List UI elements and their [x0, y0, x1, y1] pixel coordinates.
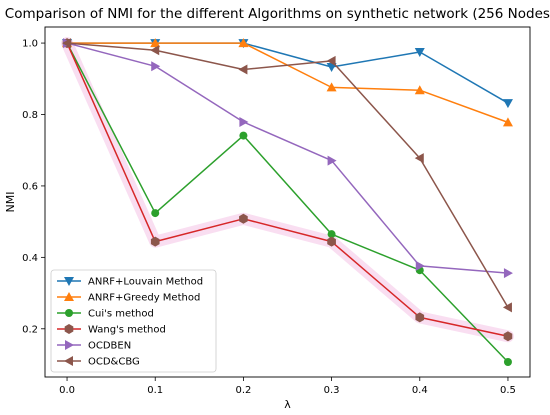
x-axis: 0.0 0.1 0.2 0.3 0.4 0.5 — [59, 377, 516, 396]
series-1 — [62, 38, 513, 127]
legend-marker — [64, 356, 73, 366]
legend-label: Cui's method — [88, 309, 154, 320]
series-line — [66, 42, 509, 363]
data-point — [326, 63, 337, 72]
series-3 — [62, 38, 513, 342]
legend-label: OCD&CBG — [88, 357, 140, 368]
y-tick-label: 0.4 — [22, 253, 38, 264]
data-point — [326, 55, 336, 66]
series-0 — [62, 39, 513, 109]
legend-label: ANRF+Louvain Method — [88, 277, 203, 288]
series-5 — [62, 38, 512, 313]
data-point — [327, 230, 336, 239]
data-point — [503, 268, 513, 279]
data-point — [151, 209, 160, 218]
data-point — [151, 61, 161, 72]
data-point — [239, 117, 249, 127]
y-axis-label: NMI — [4, 192, 17, 213]
y-tick-label: 0.6 — [22, 181, 38, 192]
data-point — [414, 153, 424, 164]
legend-marker — [65, 309, 73, 317]
data-point — [415, 260, 425, 271]
legend: ANRF+Louvain Method ANRF+Greedy Method Cui… — [50, 269, 217, 373]
legend-label: ANRF+Greedy Method — [88, 293, 200, 304]
y-axis: 0.2 0.4 0.6 0.8 1.0 — [22, 39, 45, 335]
data-point — [239, 131, 248, 140]
series-line — [67, 42, 509, 104]
series-line — [66, 42, 509, 338]
y-tick-label: 1.0 — [22, 39, 38, 50]
legend-item: Wang's method — [57, 324, 166, 336]
data-point — [502, 302, 512, 313]
legend-marker — [64, 324, 74, 334]
data-point — [150, 45, 160, 56]
x-tick-label: 0.4 — [412, 385, 428, 396]
data-point — [327, 236, 336, 247]
x-tick-label: 0.0 — [59, 385, 75, 396]
y-tick-label: 0.8 — [22, 110, 38, 121]
series-line — [66, 42, 509, 274]
x-tick-label: 0.5 — [500, 385, 516, 396]
plot-frame — [44, 26, 531, 378]
series-4 — [63, 38, 513, 279]
data-point — [503, 331, 513, 342]
legend-item: Cui's method — [57, 309, 154, 320]
x-tick-label: 0.3 — [324, 385, 340, 396]
legend-item: OCD&CBG — [57, 356, 140, 368]
x-axis-label: λ — [284, 398, 291, 411]
data-point — [150, 38, 161, 48]
data-point — [238, 38, 249, 48]
data-point — [150, 236, 160, 247]
data-point — [414, 48, 425, 57]
x-tick-label: 0.2 — [235, 385, 251, 396]
data-point — [239, 213, 248, 224]
series-layer — [62, 38, 513, 366]
legend-label: OCDBEN — [88, 341, 131, 352]
data-point — [503, 358, 512, 366]
legend-marker — [65, 340, 74, 350]
data-point — [327, 155, 337, 166]
data-point — [238, 64, 248, 75]
legend-item: ANRF+Louvain Method — [57, 277, 203, 288]
data-point — [415, 312, 425, 323]
legend-item: ANRF+Greedy Method — [57, 292, 200, 304]
data-point — [62, 38, 72, 49]
data-point — [414, 85, 425, 95]
x-tick-label: 0.1 — [147, 385, 163, 396]
legend-label: Wang's method — [88, 325, 166, 336]
legend-item: OCDBEN — [57, 340, 131, 352]
series-line — [66, 42, 509, 308]
data-point — [502, 99, 513, 109]
legend-marker — [64, 277, 74, 286]
legend-marker — [64, 292, 74, 301]
data-point — [502, 117, 513, 127]
legend-box — [50, 269, 217, 373]
y-tick-label: 0.2 — [22, 324, 38, 335]
data-point — [326, 82, 337, 92]
chart-title: Comparison of NMI for the different Algo… — [5, 6, 550, 22]
